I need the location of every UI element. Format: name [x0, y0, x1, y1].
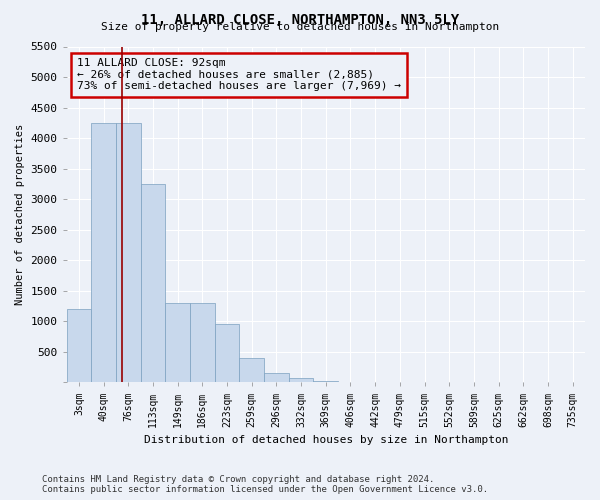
Bar — [116, 123, 140, 382]
Bar — [166, 303, 190, 382]
Bar — [264, 373, 289, 382]
Text: Size of property relative to detached houses in Northampton: Size of property relative to detached ho… — [101, 22, 499, 32]
Bar — [289, 378, 313, 382]
Text: 11 ALLARD CLOSE: 92sqm
← 26% of detached houses are smaller (2,885)
73% of semi-: 11 ALLARD CLOSE: 92sqm ← 26% of detached… — [77, 58, 401, 92]
Bar — [190, 303, 215, 382]
Y-axis label: Number of detached properties: Number of detached properties — [15, 124, 25, 305]
X-axis label: Distribution of detached houses by size in Northampton: Distribution of detached houses by size … — [143, 435, 508, 445]
Bar — [67, 309, 91, 382]
Bar — [239, 358, 264, 382]
Bar — [215, 324, 239, 382]
Text: 11, ALLARD CLOSE, NORTHAMPTON, NN3 5LY: 11, ALLARD CLOSE, NORTHAMPTON, NN3 5LY — [141, 12, 459, 26]
Text: Contains HM Land Registry data © Crown copyright and database right 2024.
Contai: Contains HM Land Registry data © Crown c… — [42, 474, 488, 494]
Bar — [140, 184, 166, 382]
Bar — [91, 123, 116, 382]
Bar — [313, 381, 338, 382]
